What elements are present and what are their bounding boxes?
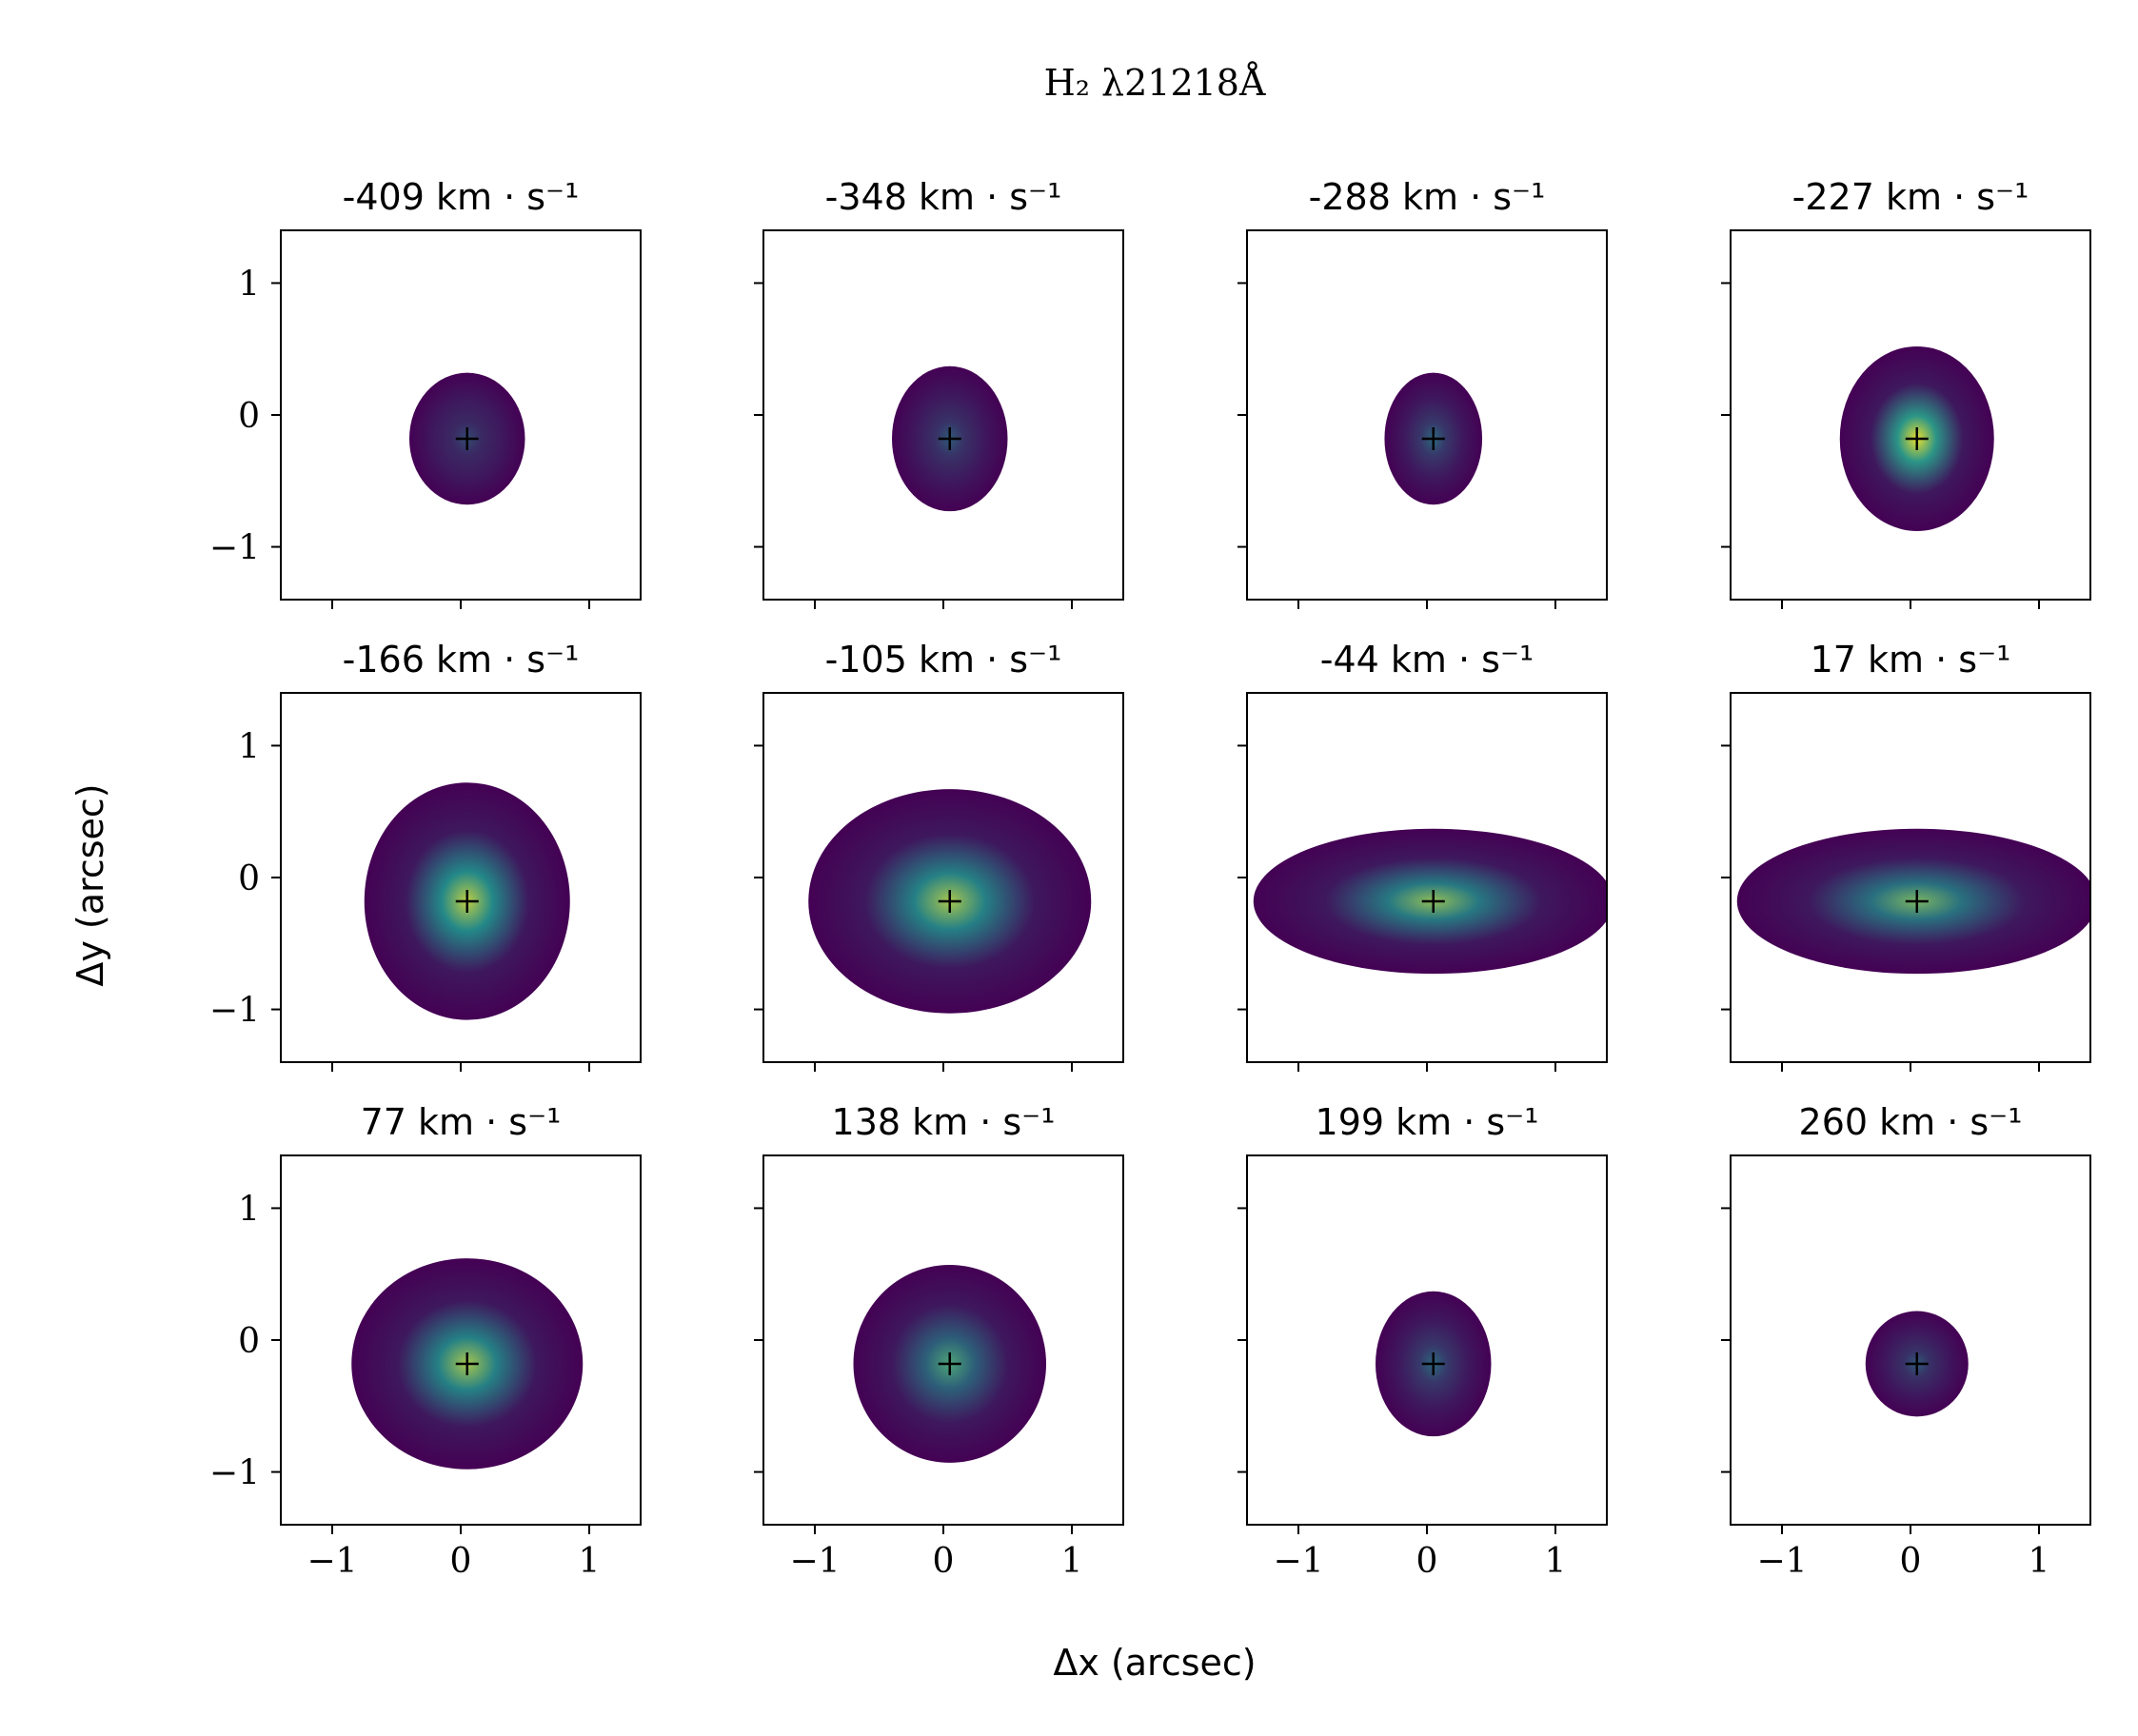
x-tick-label: −1 bbox=[789, 1542, 840, 1581]
y-axis-label: Δy (arcsec) bbox=[69, 783, 111, 986]
panel-title: 199 km · s⁻¹ bbox=[1316, 1101, 1539, 1143]
center-marker bbox=[1421, 889, 1445, 913]
channel-panel: 260 km · s⁻¹ −1 0 1 bbox=[1721, 1101, 2091, 1581]
center-marker bbox=[1421, 1351, 1445, 1375]
x-tick-label: 0 bbox=[1416, 1542, 1438, 1581]
x-tick-label: −1 bbox=[307, 1542, 357, 1581]
x-tick-label: 1 bbox=[2029, 1542, 2050, 1581]
x-tick-label: 1 bbox=[1545, 1542, 1567, 1581]
center-marker bbox=[1905, 889, 1929, 913]
panel-grid: -409 km · s⁻¹ −1 0 1 -348 km · s⁻¹ -288 km · … bbox=[209, 176, 2091, 1581]
panel-title: 260 km · s⁻¹ bbox=[1799, 1101, 2023, 1143]
channel-panel: 17 km · s⁻¹ bbox=[1721, 639, 2091, 1072]
y-tick-label: 0 bbox=[238, 859, 260, 898]
y-tick-label: 0 bbox=[238, 1322, 260, 1361]
center-marker bbox=[455, 889, 479, 913]
center-marker bbox=[455, 1351, 479, 1375]
x-tick-label: 0 bbox=[450, 1542, 472, 1581]
y-tick-label: −1 bbox=[209, 992, 260, 1031]
channel-panel: -409 km · s⁻¹ −1 0 1 bbox=[209, 176, 642, 609]
panel-title: -288 km · s⁻¹ bbox=[1309, 176, 1546, 218]
center-marker bbox=[1905, 1351, 1929, 1375]
channel-panel: -105 km · s⁻¹ bbox=[754, 639, 1124, 1072]
center-marker bbox=[938, 889, 961, 913]
panel-title: -105 km · s⁻¹ bbox=[825, 639, 1062, 681]
x-tick-label: 1 bbox=[579, 1542, 601, 1581]
channel-panel: -227 km · s⁻¹ bbox=[1721, 176, 2091, 609]
channel-panel: 138 km · s⁻¹ −1 0 1 bbox=[754, 1101, 1124, 1581]
center-marker bbox=[1421, 426, 1445, 450]
y-tick-label: −1 bbox=[209, 529, 260, 568]
panel-title: -348 km · s⁻¹ bbox=[825, 176, 1062, 218]
x-tick-label: 0 bbox=[933, 1542, 955, 1581]
channel-panel: -166 km · s⁻¹ −1 0 1 bbox=[209, 639, 642, 1072]
y-tick-label: 1 bbox=[238, 265, 260, 304]
panel-title: -409 km · s⁻¹ bbox=[343, 176, 580, 218]
x-axis-label: Δx (arcsec) bbox=[1053, 1642, 1256, 1684]
center-marker bbox=[455, 426, 479, 450]
y-tick-label: 1 bbox=[238, 1190, 260, 1229]
channel-panel: -348 km · s⁻¹ bbox=[754, 176, 1124, 609]
center-marker bbox=[938, 1351, 961, 1375]
channel-panel: -44 km · s⁻¹ bbox=[1237, 639, 1608, 1072]
panel-title: -227 km · s⁻¹ bbox=[1792, 176, 2029, 218]
y-tick-label: −1 bbox=[209, 1454, 260, 1493]
center-marker bbox=[938, 426, 961, 450]
center-marker bbox=[1905, 426, 1929, 450]
channel-panel: 77 km · s⁻¹ −1 0 1 −1 0 1 bbox=[209, 1101, 642, 1581]
x-tick-label: 1 bbox=[1061, 1542, 1083, 1581]
panel-title: 77 km · s⁻¹ bbox=[361, 1101, 562, 1143]
channel-panel: 199 km · s⁻¹ −1 0 1 bbox=[1237, 1101, 1608, 1581]
panel-title: 138 km · s⁻¹ bbox=[832, 1101, 1056, 1143]
x-tick-label: −1 bbox=[1756, 1542, 1807, 1581]
y-tick-label: 0 bbox=[238, 397, 260, 436]
channel-panel: -288 km · s⁻¹ bbox=[1237, 176, 1608, 609]
y-tick-label: 1 bbox=[238, 727, 260, 766]
figure-title: H₂ λ21218Å bbox=[1044, 62, 1266, 104]
panel-title: -44 km · s⁻¹ bbox=[1320, 639, 1534, 681]
x-tick-label: −1 bbox=[1273, 1542, 1323, 1581]
panel-title: -166 km · s⁻¹ bbox=[343, 639, 580, 681]
panel-title: 17 km · s⁻¹ bbox=[1811, 639, 2011, 681]
x-tick-label: 0 bbox=[1900, 1542, 1922, 1581]
